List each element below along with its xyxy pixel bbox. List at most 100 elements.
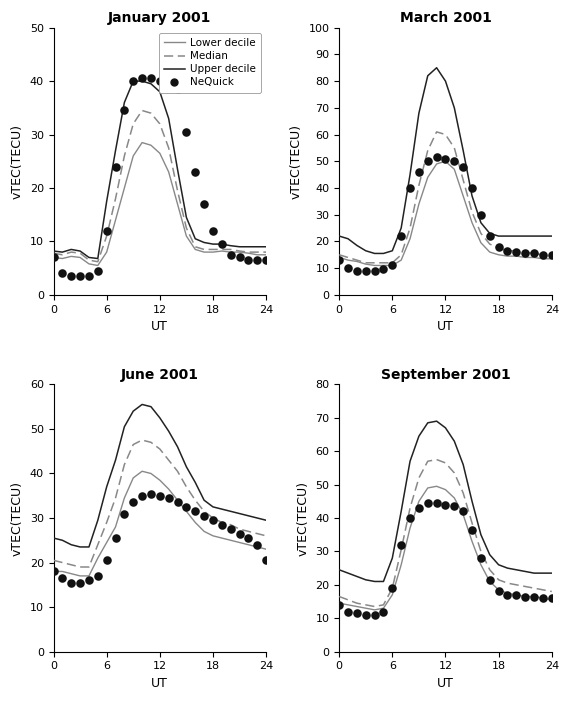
Point	[49, 566, 58, 577]
Point	[423, 156, 432, 167]
Point	[262, 554, 271, 566]
Point	[494, 241, 503, 252]
Point	[200, 510, 209, 522]
Point	[76, 271, 85, 282]
Point	[155, 490, 164, 501]
Point	[217, 519, 226, 530]
Point	[191, 166, 200, 177]
Title: January 2001: January 2001	[108, 11, 211, 25]
Point	[459, 161, 468, 172]
Point	[530, 248, 539, 259]
Point	[209, 225, 218, 236]
Point	[361, 265, 370, 276]
Point	[182, 126, 191, 137]
Point	[520, 248, 530, 259]
Point	[120, 105, 129, 116]
Point	[397, 231, 406, 242]
Point	[547, 592, 556, 604]
Title: June 2001: June 2001	[121, 368, 199, 382]
Point	[102, 554, 111, 566]
Point	[485, 231, 494, 242]
Point	[432, 151, 441, 163]
Point	[226, 249, 235, 260]
Point	[226, 524, 235, 535]
Point	[370, 265, 379, 276]
Point	[111, 533, 120, 544]
Point	[102, 225, 111, 236]
Point	[164, 79, 173, 90]
Point	[388, 583, 397, 594]
Point	[67, 271, 76, 282]
Point	[84, 271, 93, 282]
Point	[164, 492, 173, 503]
Point	[512, 247, 521, 258]
Point	[120, 508, 129, 519]
Point	[503, 245, 512, 257]
Point	[111, 161, 120, 172]
Point	[217, 238, 226, 250]
Point	[397, 539, 406, 550]
Point	[209, 515, 218, 526]
Point	[485, 574, 494, 585]
Point	[235, 528, 244, 539]
Point	[58, 573, 67, 584]
Point	[530, 591, 539, 602]
Point	[538, 592, 547, 604]
Point	[423, 498, 432, 509]
Point	[129, 497, 138, 508]
Point	[450, 501, 459, 512]
Title: March 2001: March 2001	[400, 11, 491, 25]
Point	[477, 209, 486, 220]
Point	[352, 265, 361, 276]
Point	[379, 264, 388, 275]
Point	[467, 182, 477, 193]
Point	[503, 590, 512, 601]
X-axis label: UT: UT	[152, 320, 168, 333]
Point	[370, 609, 379, 620]
Title: September 2001: September 2001	[381, 368, 510, 382]
Point	[182, 501, 191, 512]
Point	[67, 577, 76, 588]
Y-axis label: vTEC(TECU): vTEC(TECU)	[297, 480, 310, 555]
Point	[405, 512, 414, 524]
Point	[494, 586, 503, 597]
Point	[414, 166, 424, 177]
Point	[137, 73, 146, 84]
Point	[432, 498, 441, 509]
Point	[155, 76, 164, 87]
Point	[477, 552, 486, 564]
Point	[253, 254, 262, 266]
Point	[244, 533, 253, 544]
Point	[93, 265, 103, 276]
Point	[49, 252, 58, 263]
X-axis label: UT: UT	[437, 320, 454, 333]
Point	[335, 599, 344, 611]
Point	[512, 590, 521, 601]
Point	[459, 505, 468, 517]
Point	[200, 198, 209, 210]
Point	[235, 252, 244, 263]
Point	[244, 254, 253, 266]
Point	[335, 254, 344, 266]
Point	[379, 606, 388, 617]
Point	[441, 153, 450, 164]
Point	[191, 505, 200, 517]
Legend: Lower decile, Median, Upper decile, NeQuick: Lower decile, Median, Upper decile, NeQu…	[158, 33, 261, 93]
Point	[344, 263, 353, 274]
Point	[146, 488, 156, 499]
Y-axis label: vTEC(TECU): vTEC(TECU)	[11, 480, 24, 555]
Point	[253, 539, 262, 550]
Point	[467, 524, 477, 536]
Point	[262, 254, 271, 266]
Point	[414, 503, 424, 514]
Point	[146, 73, 156, 84]
Point	[352, 608, 361, 619]
Point	[173, 83, 182, 95]
Point	[93, 571, 103, 582]
Point	[520, 591, 530, 602]
Point	[84, 575, 93, 586]
Point	[450, 156, 459, 167]
X-axis label: UT: UT	[152, 677, 168, 690]
Point	[388, 260, 397, 271]
Point	[173, 497, 182, 508]
